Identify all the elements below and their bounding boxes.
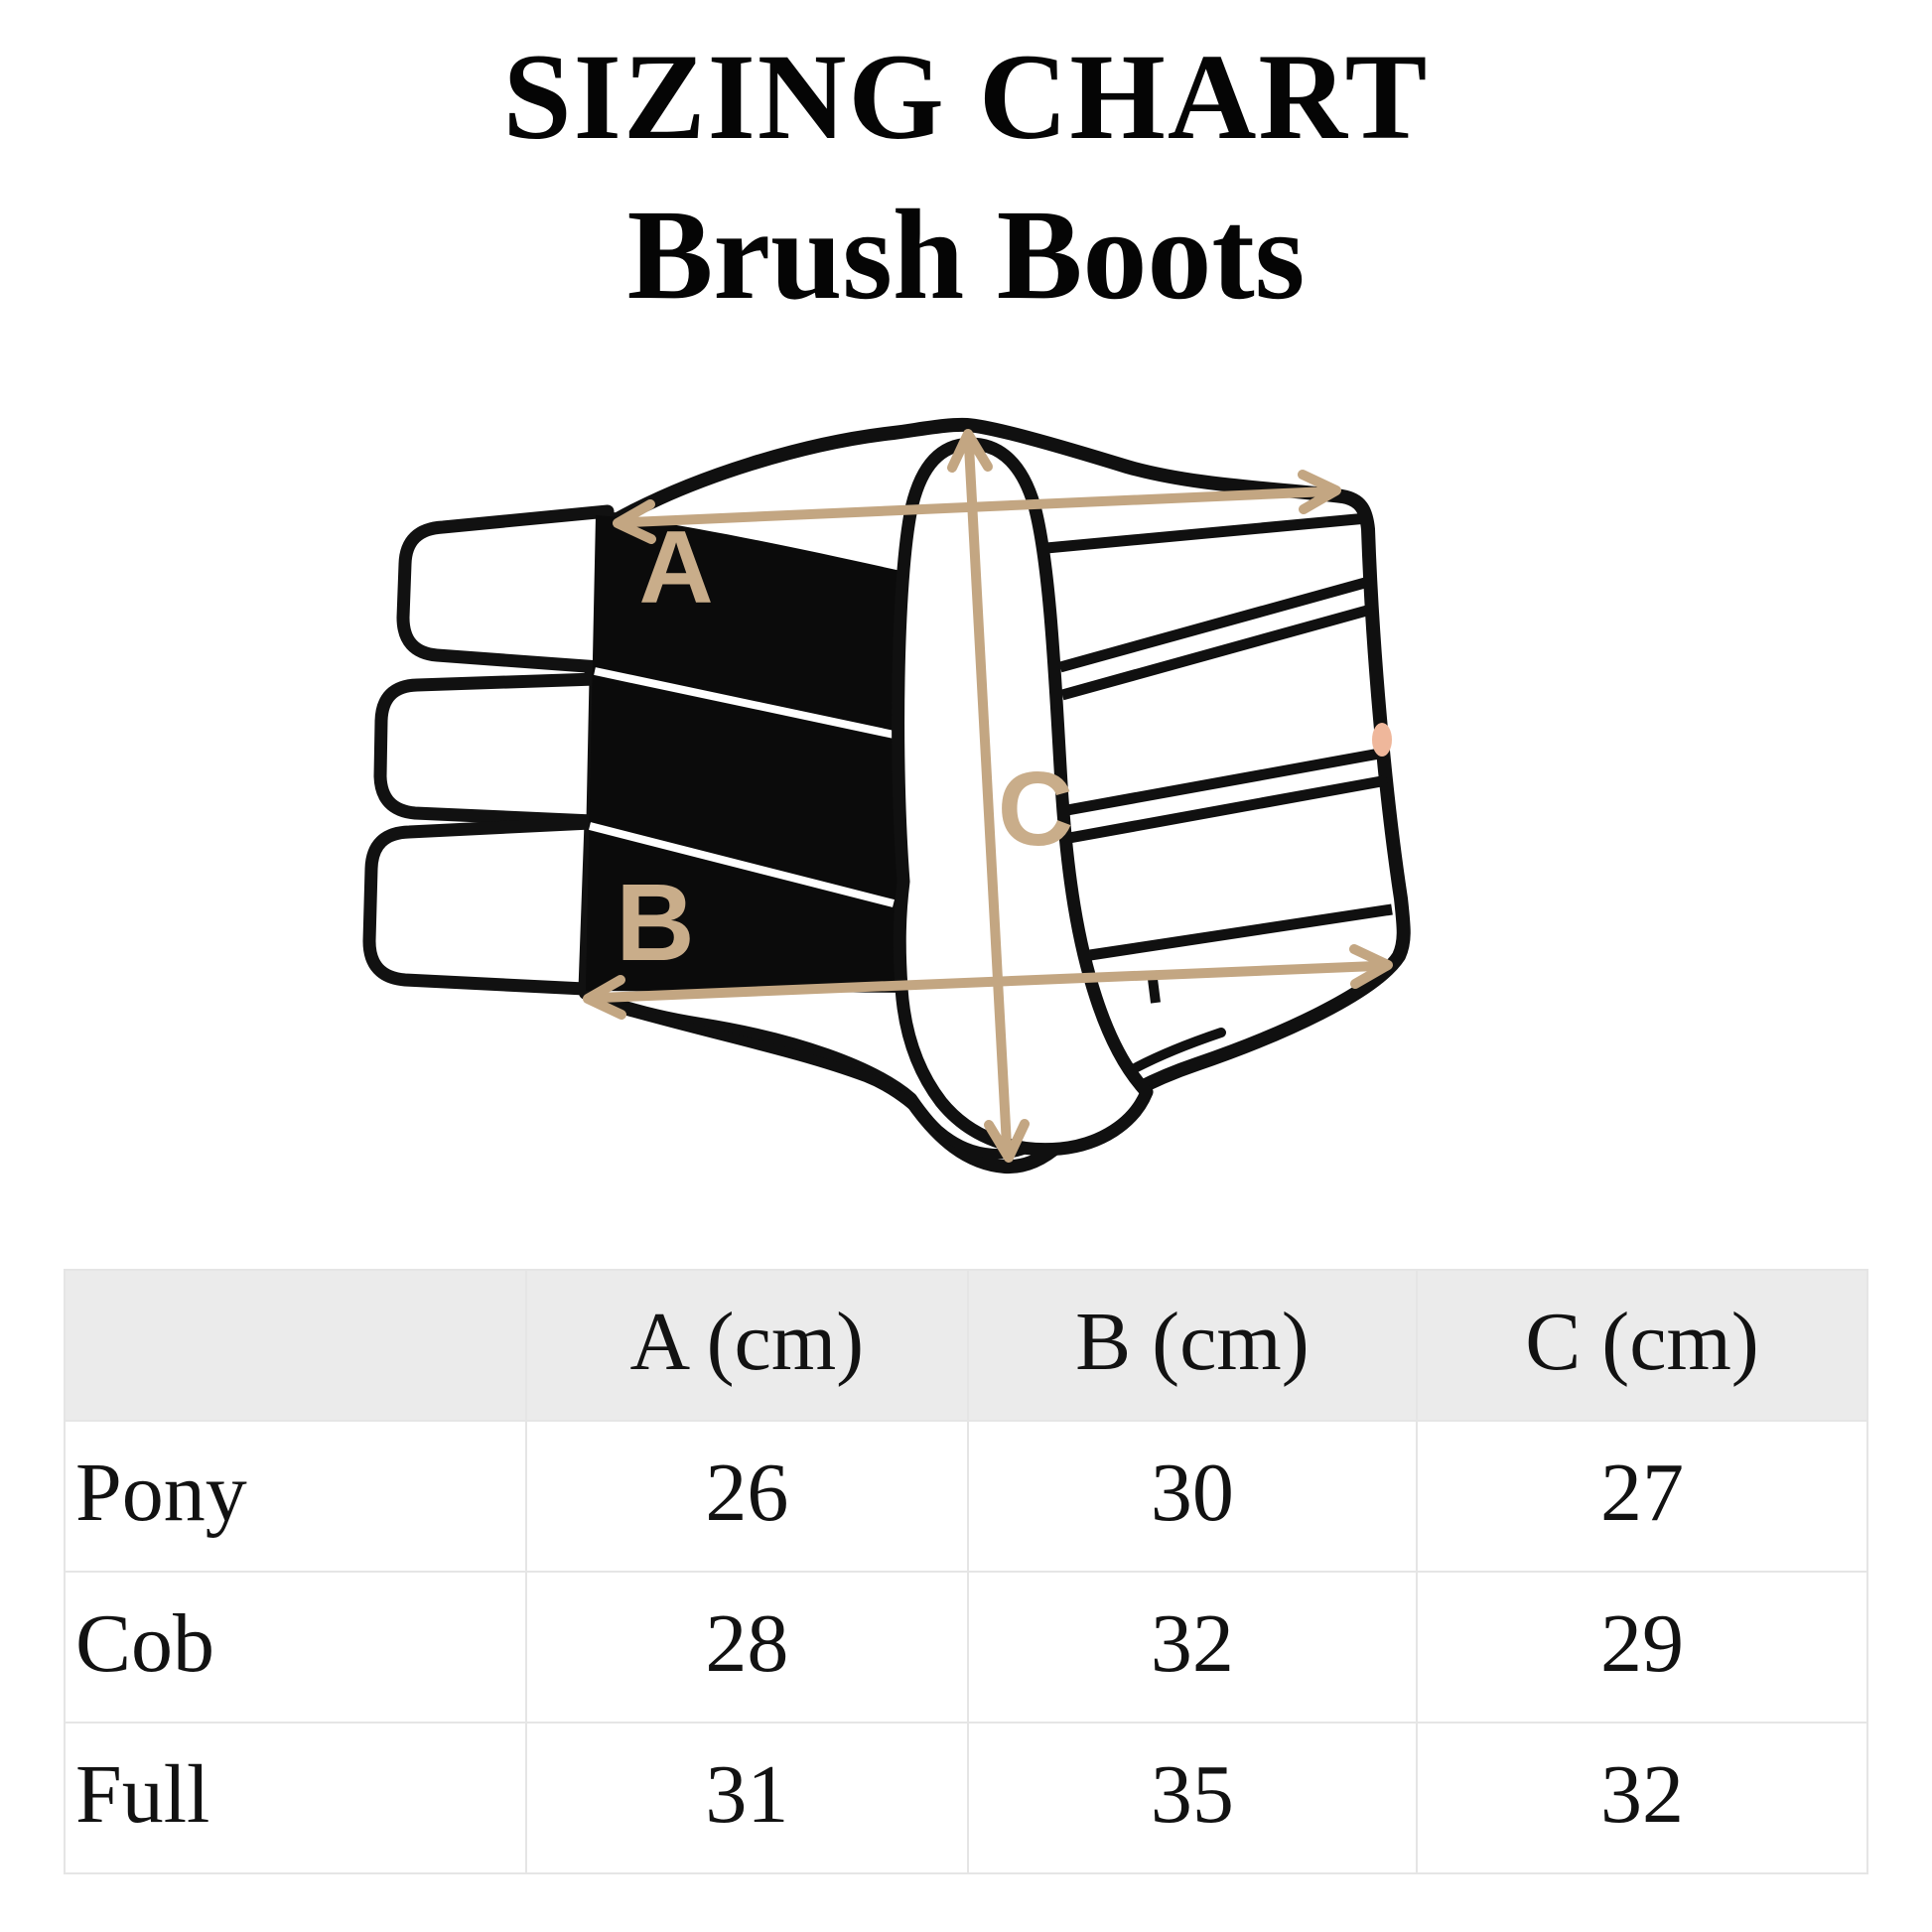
row-label-pony: Pony xyxy=(64,1420,527,1573)
strap-slot-line xyxy=(1060,603,1376,701)
strap-top xyxy=(396,504,615,674)
table-row: Cob 28 32 29 xyxy=(64,1571,1869,1724)
strap-slot-line xyxy=(1066,747,1386,816)
strap-slot-line xyxy=(1058,575,1374,673)
table-header-row: A (cm) B (cm) C (cm) xyxy=(64,1269,1869,1422)
cell-cob-b: 32 xyxy=(966,1571,1418,1724)
peach-artifact-dot xyxy=(1372,723,1392,757)
strap-slot-line xyxy=(1089,903,1393,961)
cell-pony-a: 26 xyxy=(524,1420,969,1573)
cell-pony-b: 30 xyxy=(966,1420,1418,1573)
measurement-label-c: C xyxy=(998,751,1074,868)
strap-gap-line-lower xyxy=(589,822,895,907)
strap-gap-line-upper xyxy=(594,667,904,741)
header-cell-empty xyxy=(64,1269,527,1422)
measurement-arrow-c xyxy=(947,429,1030,1163)
boot-black-panel xyxy=(586,515,941,993)
cell-full-a: 31 xyxy=(524,1722,969,1874)
table-row: Full 31 35 32 xyxy=(64,1722,1869,1874)
cell-full-b: 35 xyxy=(966,1722,1418,1874)
strap-slot-line xyxy=(1068,774,1388,844)
strap-bottom xyxy=(362,816,598,996)
table-row: Pony 26 30 27 xyxy=(64,1420,1869,1573)
sizing-table: A (cm) B (cm) C (cm) Pony 26 30 27 Cob 2… xyxy=(64,1269,1869,1874)
header-cell-a: A (cm) xyxy=(524,1269,969,1422)
cell-pony-c: 27 xyxy=(1415,1420,1869,1573)
cell-cob-c: 29 xyxy=(1415,1571,1869,1724)
measurement-arrow-b xyxy=(583,944,1393,1020)
cell-full-c: 32 xyxy=(1415,1722,1869,1874)
strap-middle xyxy=(373,672,603,828)
row-label-full: Full xyxy=(64,1722,527,1874)
page-title: SIZING CHART xyxy=(502,29,1430,165)
row-label-cob: Cob xyxy=(64,1571,527,1724)
measurement-label-b: B xyxy=(616,862,694,984)
page-subtitle: Brush Boots xyxy=(626,184,1306,327)
measurement-arrow-a xyxy=(613,470,1341,544)
header-cell-b: B (cm) xyxy=(966,1269,1418,1422)
tendon-guard-tongue xyxy=(892,437,1154,1157)
strap-slot-top-edge xyxy=(1045,512,1368,554)
measurement-label-a: A xyxy=(638,510,713,625)
header-cell-c: C (cm) xyxy=(1415,1269,1869,1422)
cell-cob-a: 28 xyxy=(524,1571,969,1724)
